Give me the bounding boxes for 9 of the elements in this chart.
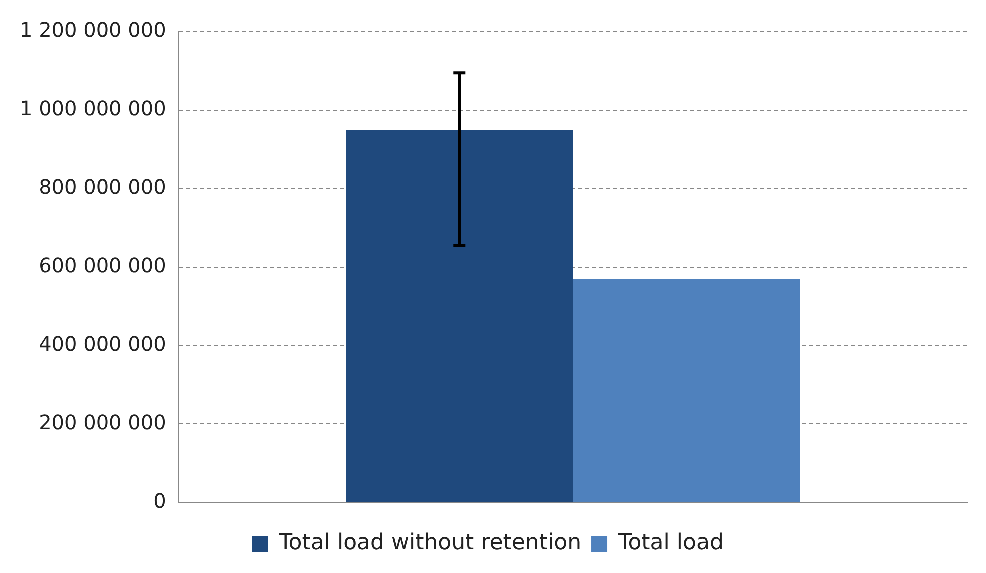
y-tick-label: 800 000 000 bbox=[39, 175, 166, 200]
y-tick-label: 200 000 000 bbox=[39, 410, 166, 434]
y-tick-label: 1 200 000 000 bbox=[20, 18, 166, 42]
legend-label: Total load bbox=[618, 530, 724, 556]
legend-label: Total load without retention bbox=[278, 530, 582, 556]
y-tick-label: 600 000 000 bbox=[39, 254, 166, 278]
y-tick-label: 1 000 000 000 bbox=[20, 96, 166, 121]
y-tick-label: 400 000 000 bbox=[39, 332, 166, 356]
y-tick-label: 0 bbox=[154, 488, 166, 513]
